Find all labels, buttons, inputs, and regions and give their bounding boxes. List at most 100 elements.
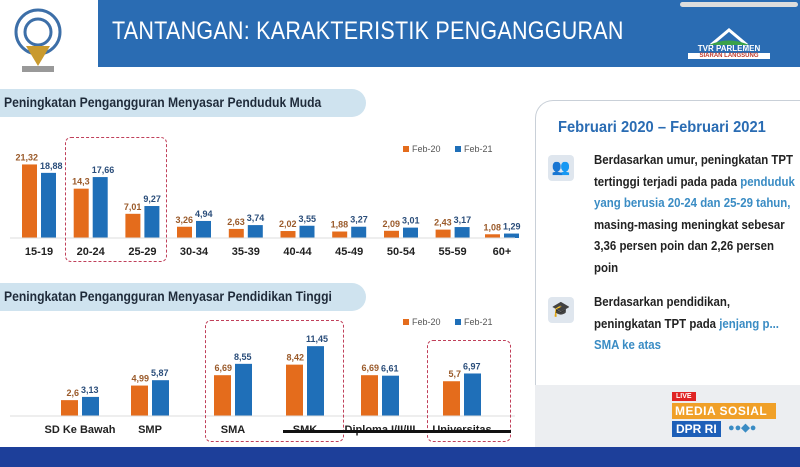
age-summary: Berdasarkan umur, peningkatan TPT tertin… bbox=[594, 152, 795, 275]
tick-label: 45-49 bbox=[335, 246, 363, 258]
social-icons: ●●◆● bbox=[728, 422, 757, 434]
data-label: 3,17 bbox=[454, 215, 472, 225]
data-label: 6,61 bbox=[381, 364, 399, 374]
tick-label: SMA bbox=[221, 424, 246, 436]
section-title-education: Peningkatan Pengangguran Menyasar Pendid… bbox=[0, 283, 366, 311]
data-label: 6,69 bbox=[361, 363, 379, 373]
bar-feb-21 bbox=[92, 177, 108, 238]
bottom-bar bbox=[0, 447, 800, 467]
bar-feb-20 bbox=[435, 229, 451, 238]
data-label: 11,45 bbox=[306, 334, 328, 344]
progress-indicator bbox=[680, 2, 798, 7]
bar-feb-21 bbox=[196, 220, 211, 238]
data-label: 21,32 bbox=[15, 152, 38, 162]
tick-label: 60+ bbox=[493, 246, 512, 258]
data-label: 2,63 bbox=[227, 217, 245, 227]
data-label: 2,09 bbox=[382, 219, 400, 229]
data-label: 3,55 bbox=[299, 214, 317, 224]
bar-feb-20 bbox=[131, 385, 148, 416]
tick-label: 55-59 bbox=[439, 246, 467, 258]
summary-panel: Februari 2020 – Februari 2021 👥 Berdasar… bbox=[535, 100, 800, 385]
data-label: 2,02 bbox=[279, 219, 297, 229]
legend-swatch bbox=[403, 319, 409, 325]
data-label: 5,87 bbox=[151, 368, 169, 378]
bar-feb-21 bbox=[82, 396, 99, 416]
highlight-box-age bbox=[65, 137, 167, 262]
bar-feb-21 bbox=[382, 375, 399, 416]
tick-label: 50-54 bbox=[387, 246, 416, 258]
panel-heading: Februari 2020 – Februari 2021 bbox=[558, 119, 766, 136]
data-label: 7,01 bbox=[124, 202, 142, 212]
bar-feb-20 bbox=[73, 188, 89, 238]
legend-swatch bbox=[403, 146, 409, 152]
data-label: 8,42 bbox=[286, 353, 304, 363]
bar-feb-21 bbox=[152, 380, 169, 416]
header-band bbox=[98, 0, 800, 67]
bar-feb-20 bbox=[22, 164, 37, 238]
bar-feb-21 bbox=[299, 225, 315, 238]
bar-feb-21 bbox=[464, 373, 481, 416]
tvr-parlemen-logo: TVR PARLEMEN SIARAN LANGSUNG bbox=[688, 28, 770, 68]
education-summary: Berdasarkan pendidikan, peningkatan TPT … bbox=[594, 294, 779, 352]
highlight-box-universitas bbox=[427, 340, 511, 442]
bar-feb-20 bbox=[443, 381, 460, 416]
bar-feb-21 bbox=[144, 206, 160, 238]
data-label: 18,88 bbox=[40, 161, 63, 171]
bar-feb-20 bbox=[286, 364, 303, 416]
data-label: 3,13 bbox=[81, 385, 99, 395]
data-label: 1,08 bbox=[483, 222, 501, 232]
bar-feb-20 bbox=[214, 375, 231, 416]
tick-label: 35-39 bbox=[232, 246, 260, 258]
legend-label: Feb-20 bbox=[412, 144, 441, 154]
data-label: 3,74 bbox=[247, 213, 265, 223]
bar-feb-20 bbox=[228, 228, 244, 238]
tick-label: 40-44 bbox=[283, 246, 312, 258]
bar-feb-20 bbox=[280, 231, 296, 238]
tick-label: SMP bbox=[138, 424, 162, 436]
data-label: 3,27 bbox=[350, 215, 368, 225]
legend-swatch bbox=[455, 146, 461, 152]
data-label: 1,29 bbox=[503, 222, 521, 232]
data-label: 2,43 bbox=[434, 218, 452, 228]
bar-feb-20 bbox=[384, 230, 399, 238]
data-label: 3,26 bbox=[175, 215, 193, 225]
legend-label: Feb-21 bbox=[464, 144, 493, 154]
data-label: 1,88 bbox=[331, 220, 349, 230]
tick-label: 30-34 bbox=[180, 246, 209, 258]
data-label: 9,27 bbox=[143, 194, 161, 204]
bar-feb-20 bbox=[361, 375, 378, 416]
bar-feb-20 bbox=[485, 234, 500, 238]
data-label: 2,6 bbox=[66, 388, 79, 398]
slide: TANTANGAN: KARAKTERISTIK PENGANGGURAN TV… bbox=[0, 0, 800, 447]
bar-feb-21 bbox=[454, 227, 470, 238]
bar-feb-21 bbox=[235, 363, 252, 416]
data-label: 5,7 bbox=[448, 369, 461, 379]
data-label: 17,66 bbox=[92, 165, 115, 175]
bar-feb-21 bbox=[403, 227, 418, 238]
bar-feb-21 bbox=[307, 346, 324, 416]
bar-feb-21 bbox=[41, 172, 56, 238]
tick-label: SD Ke Bawah bbox=[45, 424, 116, 436]
bar-feb-21 bbox=[247, 225, 263, 238]
page-title: TANTANGAN: KARAKTERISTIK PENGANGGURAN bbox=[112, 17, 624, 45]
bar-feb-21 bbox=[351, 226, 367, 238]
legend-label: Feb-20 bbox=[412, 317, 441, 327]
tick-label: 25-29 bbox=[128, 246, 156, 258]
data-label: 4,99 bbox=[131, 374, 149, 384]
live-overlay-badge: LIVE MEDIA SOSIAL DPR RI ●●◆● bbox=[672, 392, 776, 440]
bar-feb-20 bbox=[61, 400, 78, 416]
data-label: 8,55 bbox=[234, 352, 252, 362]
people-icon: 👥 bbox=[548, 155, 574, 181]
graduation-cap-icon: 🎓 bbox=[548, 297, 574, 323]
dpr-logo bbox=[12, 6, 64, 74]
data-label: 14,3 bbox=[72, 177, 90, 187]
tick-label: 20-24 bbox=[77, 246, 106, 258]
legend-swatch bbox=[455, 319, 461, 325]
chart-education: 2,6 3,13 SD Ke Bawah 4,995,87 SMP 6,69 8,55 SMA… bbox=[10, 317, 515, 436]
strike-line bbox=[283, 430, 511, 433]
data-label: 3,01 bbox=[402, 216, 420, 226]
tick-label: 15-19 bbox=[25, 246, 53, 258]
bar-feb-20 bbox=[177, 226, 192, 238]
legend-label: Feb-21 bbox=[464, 317, 493, 327]
